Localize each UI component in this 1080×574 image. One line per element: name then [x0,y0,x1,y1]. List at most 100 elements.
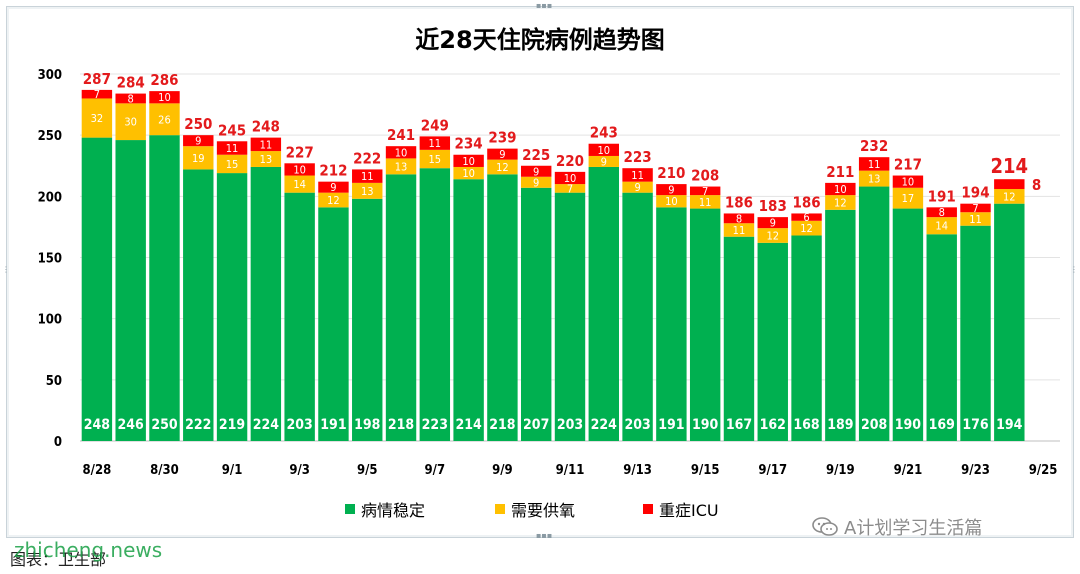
data-label-stable: 203 [624,417,650,433]
bar-segment-icu [487,148,518,160]
bar-segment-stable [385,174,417,441]
bar-segment-oxygen [892,187,924,209]
bar-segment-stable [284,192,315,441]
bar-segment-stable [757,242,788,441]
bar-segment-stable [588,166,619,441]
bar-segment-oxygen [352,182,383,199]
data-label-icu: 11 [361,170,374,183]
bar-segment-oxygen [115,103,146,141]
bar-segment-oxygen [757,228,788,243]
resize-handle-left[interactable]: ⋮ [2,265,10,274]
bar-segment-icu [960,203,991,213]
bar-segment-oxygen [216,154,248,174]
data-label-icu: 10 [158,91,171,104]
bar-segment-icu [791,213,822,221]
total-label: 284 [117,74,145,92]
bar-segment-icu [825,182,856,196]
bar-segment-stable [689,208,721,441]
data-label-stable: 191 [658,417,684,433]
bar-segment-stable [453,179,484,441]
bar-segment-stable [318,207,349,441]
resize-handle-right[interactable]: ⋮ [1070,265,1078,274]
y-tick-label: 50 [46,374,62,389]
legend-swatch-stable [345,504,355,514]
data-label-oxygen: 13 [395,160,408,173]
bar-segment-stable [115,140,146,441]
data-label-icu: 10 [395,146,408,159]
bar-segment-stable [352,198,383,441]
data-label-icu: 9 [330,181,336,194]
data-label-stable: 203 [557,417,583,433]
data-label-icu: 11 [868,158,881,171]
data-label-icu: 8 [939,206,945,219]
total-label: 211 [826,163,854,181]
bar-segment-oxygen [656,195,687,208]
bar-segment-icu [689,186,721,196]
bar-segment-oxygen [723,223,755,237]
bar-segment-icu [115,93,146,104]
bar-segment-stable [149,135,180,441]
legend-item-oxygen: 需要供氧 [495,497,575,521]
resize-handle-bottom[interactable]: ▪▪▪ [536,531,553,540]
legend-label-stable: 病情稳定 [361,501,426,520]
bar-segment-icu [757,217,788,229]
bar-segment-stable [419,168,451,442]
data-label-stable: 224 [591,417,618,433]
total-label: 249 [421,116,449,134]
y-tick-label: 250 [38,129,62,144]
wechat-icon [812,517,838,537]
data-label-stable: 207 [523,417,549,433]
data-label-stable: 194 [996,417,1023,433]
total-label: 234 [455,135,483,153]
data-label-stable: 169 [929,417,955,433]
data-label-stable: 176 [962,417,989,433]
bar-segment-stable [487,174,518,441]
total-label: 186 [792,193,820,211]
x-tick-label: 9/21 [894,463,923,478]
bar-segment-icu [81,89,113,99]
x-tick-label: 9/5 [357,463,378,478]
y-tick-label: 300 [38,68,62,83]
data-label-icu: 11 [631,169,644,182]
data-label-stable: 218 [388,417,414,433]
data-label-icu: 10 [564,172,577,185]
data-label-oxygen: 11 [733,224,746,237]
data-label-icu: 11 [226,142,239,155]
data-label-oxygen: 12 [496,161,509,174]
bar-segment-icu [622,168,653,182]
data-label-oxygen: 14 [935,220,948,233]
data-label-stable: 189 [827,417,853,433]
x-tick-label: 9/1 [222,463,243,478]
bar-segment-oxygen [791,220,822,236]
legend-swatch-oxygen [495,504,505,514]
bar-segment-oxygen [453,166,484,180]
total-label: 191 [928,187,956,205]
data-label-oxygen: 14 [293,178,306,191]
bar-segment-oxygen [250,151,282,167]
data-label-stable: 198 [354,417,380,433]
data-label-stable: 224 [253,417,280,433]
bar-segment-stable [858,186,890,441]
bar-segment-oxygen [385,158,417,175]
legend-swatch-icu [643,504,653,514]
bar-segment-oxygen [487,159,518,175]
data-label-oxygen: 32 [91,112,104,125]
total-label: 222 [353,149,381,167]
resize-handle-top[interactable]: ▪▪▪ [536,1,553,10]
figure-caption: 图表：卫生部 [10,550,107,569]
data-label-oxygen: 19 [192,152,205,165]
data-label-oxygen: 15 [226,158,239,171]
x-tick-label: 9/11 [556,463,585,478]
data-label-icu: 7 [972,202,978,215]
bar-segment-stable [926,234,957,441]
wechat-account-name: A计划学习生活篇 [844,518,983,539]
data-label-stable: 250 [151,417,178,433]
x-tick-label: 9/25 [1029,463,1058,478]
bar-segment-icu [656,184,687,196]
total-label: 287 [83,70,111,88]
data-label-oxygen: 11 [699,196,712,209]
bar-segment-stable [825,209,856,441]
data-label-icu: 9 [533,165,539,178]
data-label-icu: 9 [770,217,776,230]
bar-segment-icu [318,181,349,193]
